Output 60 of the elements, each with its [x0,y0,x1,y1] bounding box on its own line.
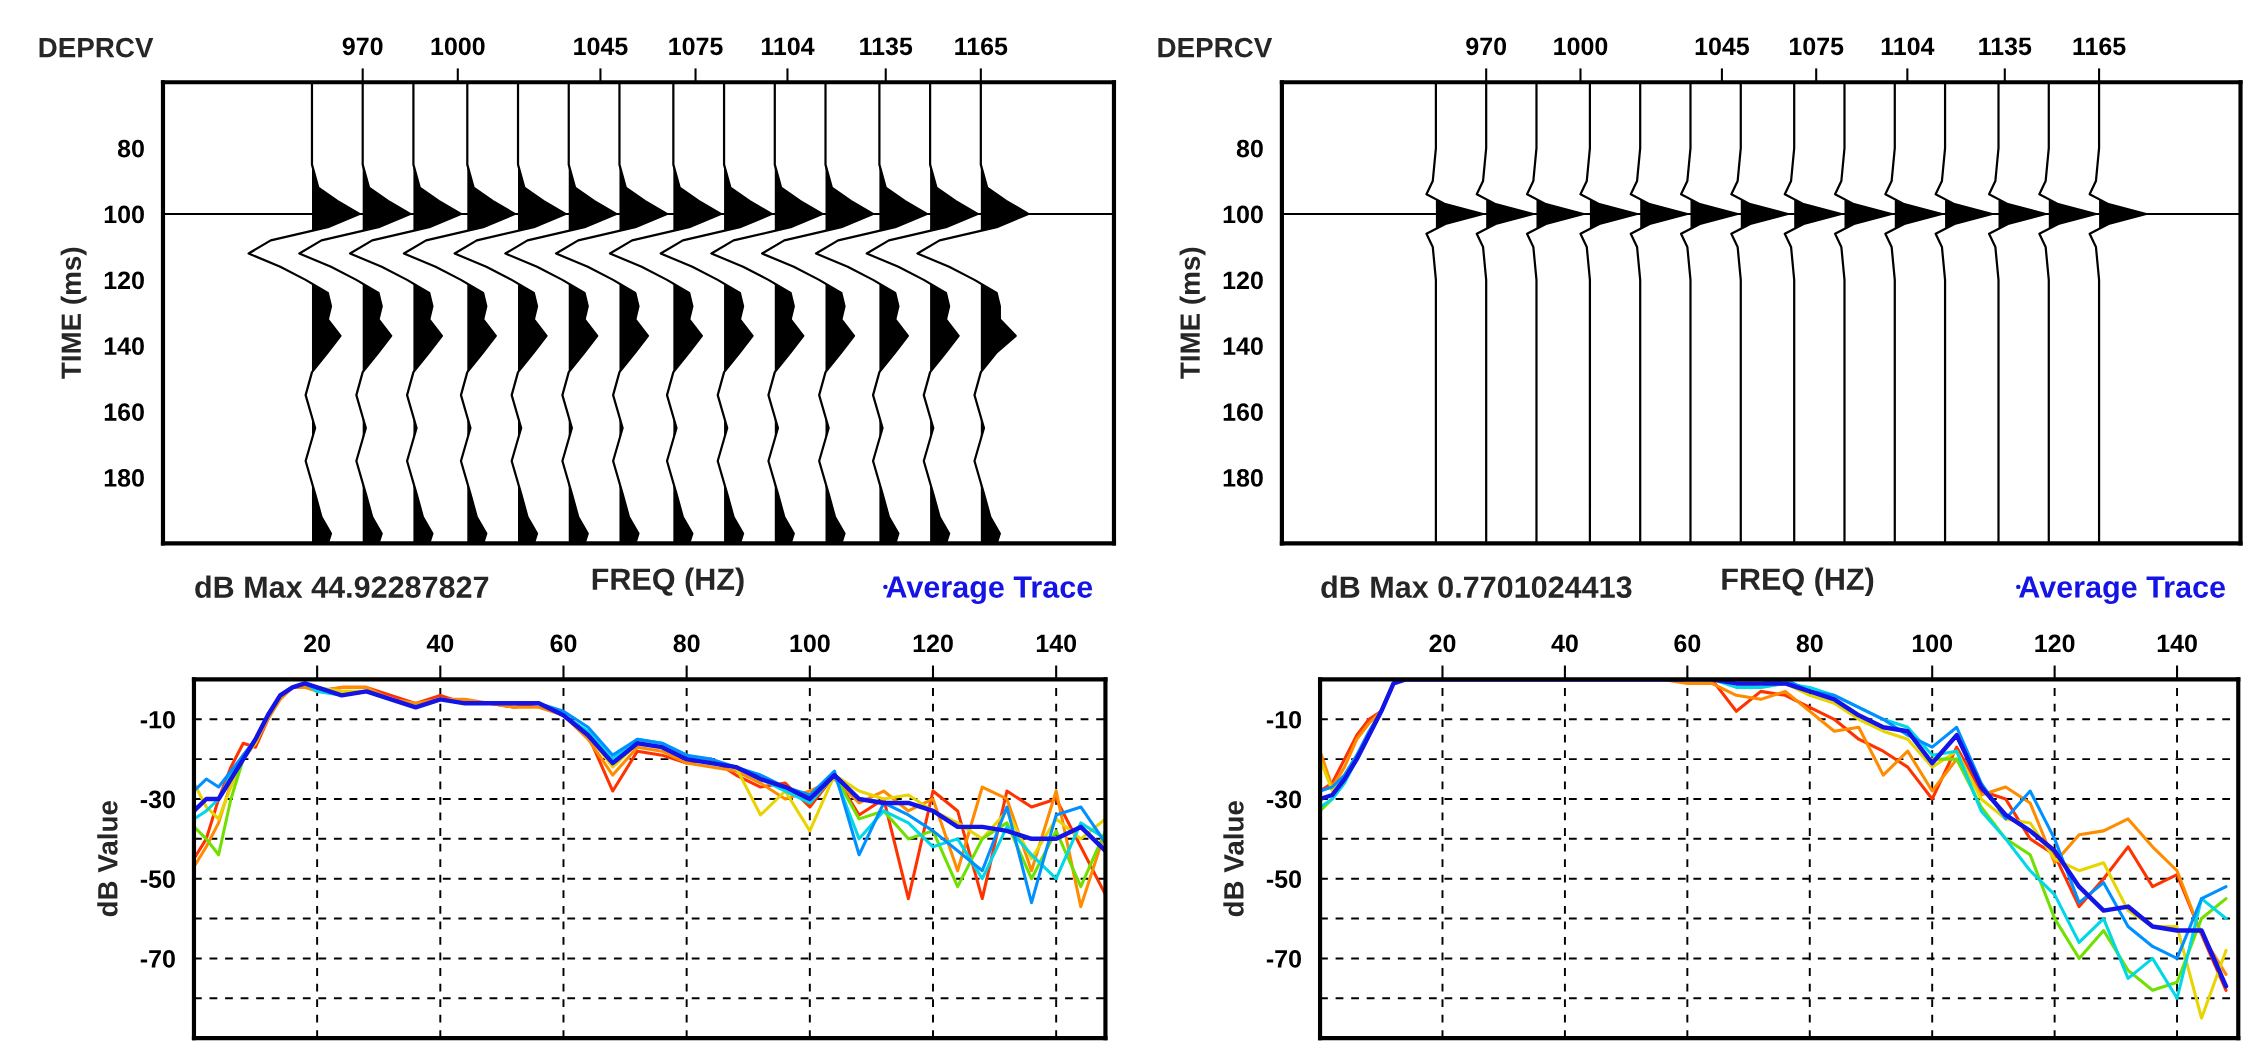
x-tick-label: 1000 [431,37,485,56]
y-tick-label: 80 [117,139,144,158]
y-tick-label: -50 [1266,870,1301,888]
x-tick-label: 100 [790,634,830,653]
x-tick-label: 80 [1796,634,1823,653]
y-tick-label: 140 [1223,337,1263,356]
y-tick-label: 120 [104,271,144,290]
x-tick-label: 1104 [1881,37,1935,56]
y-tick-label: 100 [104,205,144,224]
y-tick-label: -70 [140,950,175,968]
y-tick-label: -30 [140,790,175,809]
x-tick-label: 1104 [761,37,815,56]
x-axis-title: FREQ (HZ) [1722,567,1874,597]
y-axis-title: dB Value [97,801,118,917]
y-tick-label: 140 [104,337,144,356]
y-tick-label: 80 [1236,139,1263,158]
x-tick-label: 1000 [1554,37,1608,56]
x-tick-label: 1075 [669,37,723,56]
x-tick-label: 140 [2157,634,2197,653]
x-tick-label: 1045 [574,37,628,56]
x-tick-label: 100 [1912,634,1953,653]
y-axis-title: dB Value [1223,801,1244,917]
y-tick-label: -30 [1266,790,1301,809]
x-tick-label: 1165 [955,37,1008,56]
x-tick-label: 970 [1466,37,1507,56]
x-tick-label: 40 [1551,634,1578,653]
x-axis-title: DEPRCV [39,37,154,58]
x-tick-label: 970 [342,37,383,56]
y-tick-label: -70 [1266,950,1301,968]
y-tick-label: 180 [104,469,144,487]
x-tick-label: 120 [913,634,953,653]
x-tick-label: 1135 [1979,37,2032,56]
x-axis-title: FREQ (HZ) [592,567,744,597]
y-axis-title: TIME (ms) [1179,247,1206,379]
x-tick-label: 60 [550,634,577,653]
y-axis-title: TIME (ms) [60,247,87,379]
x-axis-title: DEPRCV [1158,37,1273,58]
x-tick-label: 120 [2035,634,2075,653]
x-tick-label: 80 [673,634,700,653]
x-tick-label: 1075 [1789,37,1844,56]
y-tick-label: 120 [1223,271,1263,290]
chart-title: dB Max 0.7701024413 [1321,575,1632,598]
x-tick-label: 60 [1674,634,1701,653]
x-tick-label: 20 [304,634,331,653]
x-tick-label: 20 [1429,634,1456,653]
chart-title: dB Max 44.92287827 [195,575,489,598]
y-tick-label: 160 [104,403,144,421]
legend-label: Average Trace [886,576,1093,605]
legend-label: Average Trace [2019,576,2226,605]
x-tick-label: 1045 [1695,37,1750,56]
y-tick-label: 160 [1223,403,1263,421]
x-tick-label: 140 [1036,634,1076,653]
y-tick-label: -10 [1266,710,1301,729]
x-tick-label: 1135 [860,37,913,56]
y-tick-label: 100 [1223,205,1263,224]
x-tick-label: 40 [426,634,454,653]
y-tick-label: -50 [140,870,175,888]
x-tick-label: 1165 [2073,37,2126,56]
y-tick-label: -10 [140,710,175,729]
y-tick-label: 180 [1223,469,1263,487]
